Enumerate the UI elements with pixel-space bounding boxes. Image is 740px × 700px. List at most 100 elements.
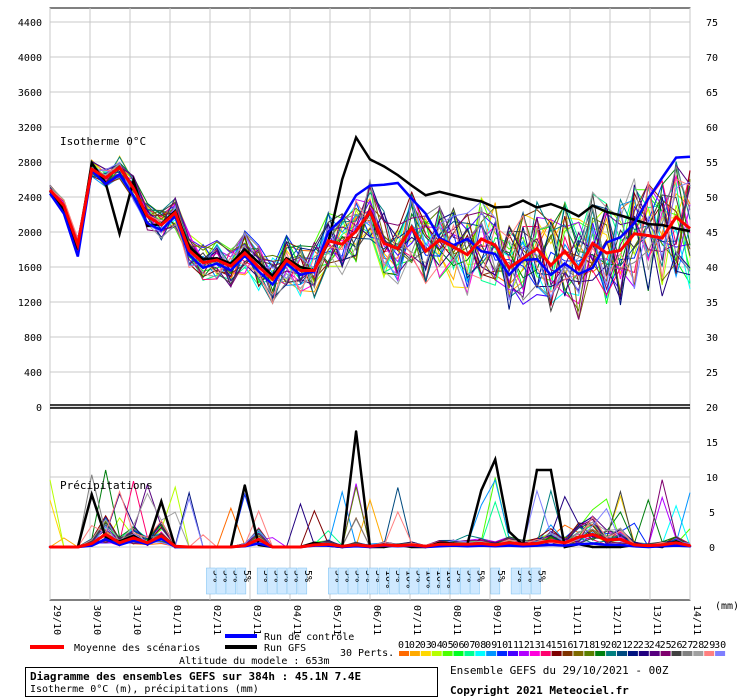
- precip-point: [549, 543, 553, 547]
- perturbation-swatch: [518, 651, 529, 656]
- perturbation-swatch: [529, 651, 540, 656]
- left-tick-label: 4400: [18, 18, 42, 29]
- snow-probability-label: 5%: [210, 570, 221, 582]
- x-tick-label: 10/11: [531, 605, 542, 635]
- perturbation-swatch: [660, 651, 671, 656]
- perturbation-swatch: [453, 651, 464, 656]
- snow-marker: [521, 567, 531, 595]
- snow-marker: [510, 567, 521, 595]
- snow-probability-label: 5%: [393, 570, 404, 582]
- precip-point: [521, 543, 525, 546]
- snow-probability-label: 5%: [271, 570, 282, 582]
- perturbation-id: 09: [485, 640, 497, 651]
- precip-point: [619, 538, 622, 541]
- snow-probability-label: 5%: [332, 570, 343, 582]
- perturbation-swatch: [431, 651, 442, 656]
- perturbation-swatch: [442, 651, 453, 656]
- precip-point: [132, 536, 135, 540]
- left-tick-label: 2800: [18, 158, 42, 169]
- right-tick-label: 15: [706, 438, 718, 449]
- precip-point: [605, 538, 608, 542]
- precip-point: [271, 545, 274, 549]
- snow-marker: [368, 567, 379, 595]
- precip-point: [187, 545, 191, 549]
- right-tick-label: 20: [706, 403, 718, 414]
- footer-run: Ensemble GEFS du 29/10/2021 - 00Z: [450, 664, 669, 677]
- snow-probability-label: 5%: [342, 570, 353, 582]
- x-tick-label: 31/10: [131, 605, 142, 635]
- x-tick-label: 04/11: [291, 605, 302, 635]
- perturbation-id: 23: [638, 640, 650, 651]
- left-tick-label: 400: [24, 368, 42, 379]
- right-tick-label: 70: [706, 53, 718, 64]
- precip-point: [118, 543, 121, 547]
- perturbation-swatch: [584, 651, 595, 656]
- x-tick-label: 29/10: [51, 605, 62, 635]
- snow-probability-label: 10%: [383, 570, 394, 588]
- left-tick-label: 1200: [18, 298, 42, 309]
- precip-point: [549, 539, 553, 542]
- precip-point: [535, 542, 539, 545]
- precip-point: [243, 484, 246, 487]
- snow-marker: [216, 567, 226, 595]
- perturbation-swatch: [671, 651, 682, 656]
- snow-probability-label: 10%: [444, 570, 455, 588]
- perturbation-id: 19: [594, 640, 606, 651]
- precip-point: [507, 544, 511, 547]
- perturbation-swatch: [606, 651, 617, 656]
- footer-subtitle: Isotherme 0°C (m), précipitations (mm): [30, 684, 259, 695]
- altitude-label: Altitude du modele : 653m: [179, 656, 330, 667]
- perturbation-swatch: [649, 651, 660, 656]
- perturbation-line: [49, 168, 691, 305]
- precip-point: [577, 536, 580, 539]
- precip-point: [619, 543, 622, 547]
- series-line-control: [48, 155, 691, 287]
- snow-marker: [256, 567, 267, 595]
- snow-probability-label: 5%: [221, 570, 232, 582]
- perturbation-id: 01: [398, 640, 410, 651]
- precip-point: [354, 430, 358, 433]
- left-tick-label: 3600: [18, 88, 42, 99]
- precip-point: [507, 530, 511, 533]
- snow-probability-label: 5%: [515, 570, 526, 582]
- precip-point: [410, 543, 413, 547]
- perturbation-id: 07: [463, 640, 475, 651]
- snow-probability-label: 10%: [424, 570, 435, 588]
- precip-point: [563, 544, 566, 547]
- axis-ticks: 29/10 30/10 31/10 01/11 02/11 03/11 04/11 05/11…: [18, 18, 718, 635]
- precip-point: [647, 544, 650, 547]
- left-tick-label: 0: [36, 403, 42, 414]
- precip-point: [174, 545, 177, 548]
- perturbation-id: 08: [474, 640, 486, 651]
- precip-point: [480, 489, 483, 492]
- precip-point: [257, 538, 260, 541]
- legend-gfs-label: Run GFS: [264, 643, 306, 654]
- precip-point: [591, 545, 594, 549]
- right-tick-label: 30: [706, 333, 718, 344]
- right-tick-label: 55: [706, 158, 718, 169]
- perturbation-id: 13: [529, 640, 541, 651]
- x-tick-label: 14/11: [691, 605, 702, 635]
- snow-marker: [297, 567, 308, 595]
- perturbation-id: 12: [518, 640, 530, 651]
- precip-point: [76, 545, 80, 549]
- perturbation-id: 27: [681, 640, 693, 651]
- perturbation-id: 15: [551, 640, 563, 651]
- snow-probability-label: 5%: [535, 570, 546, 582]
- precip-point: [201, 545, 205, 549]
- snow-marker: [490, 567, 501, 595]
- legend: Moyenne des scénarios Run de contrôle Ru…: [30, 631, 726, 667]
- perturbation-line: [49, 168, 691, 320]
- perturbation-swatch: [595, 651, 606, 656]
- precip-point: [563, 541, 566, 544]
- precip-point: [299, 545, 302, 549]
- isotherm-label: Isotherme 0°C: [60, 135, 146, 148]
- perturbation-id: 02: [409, 640, 421, 651]
- precip-point: [62, 545, 66, 549]
- snow-probability-label: 10%: [434, 570, 445, 588]
- footer-title: Diagramme des ensembles GEFS sur 384h : …: [30, 670, 362, 683]
- snow-probability-markers: 5% 5% 5% 5% 5% 5% 5% 5% 5% 5% 5% 5% 5% 5% 10% 5% 10% 5% 10…: [206, 567, 546, 595]
- precip-point: [48, 545, 52, 549]
- right-tick-label: 50: [706, 193, 718, 204]
- legend-control-label: Run de contrôle: [264, 631, 354, 643]
